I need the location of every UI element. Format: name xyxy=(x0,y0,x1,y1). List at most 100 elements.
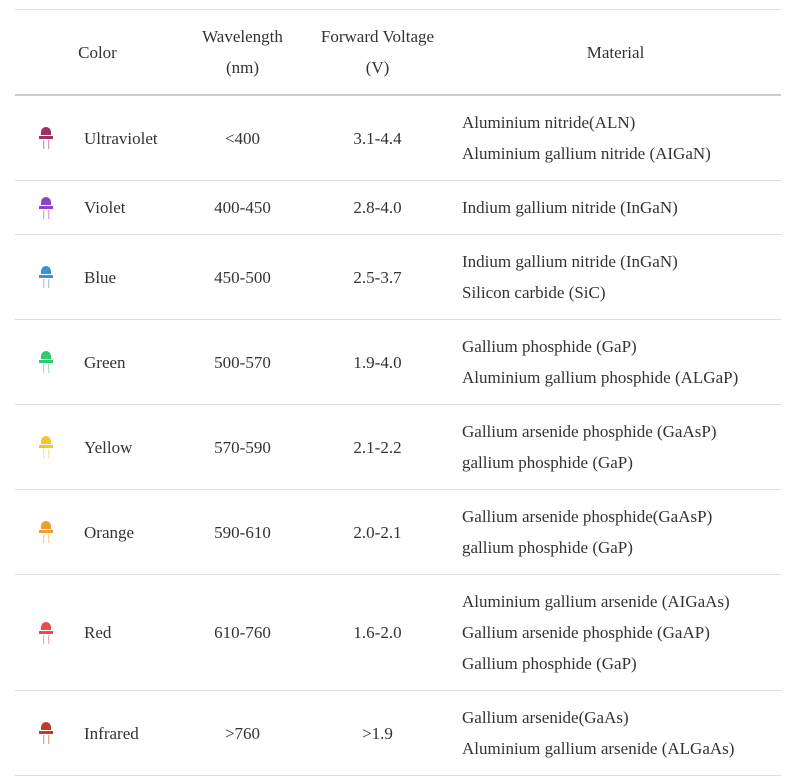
material-text: gallium phosphide (GaP) xyxy=(462,538,633,557)
material-text: Gallium arsenide phosphide (GaAP) xyxy=(462,623,710,642)
color-name: Green xyxy=(84,352,126,372)
voltage-cell: 2.1-2.2 xyxy=(305,404,450,490)
table-row: Ultraviolet <400 3.1-4.4 Aluminium nitride(… xyxy=(15,95,781,181)
led-leg xyxy=(48,140,50,149)
material-cell: Gallium arsenide phosphide(GaAsP) gallium… xyxy=(450,489,781,575)
led-icon xyxy=(39,521,53,543)
wavelength-cell: 500-570 xyxy=(180,319,305,405)
voltage-cell: 2.8-4.0 xyxy=(305,180,450,235)
led-band xyxy=(39,630,53,634)
color-wrap: Violet xyxy=(15,192,180,223)
color-cell: Violet xyxy=(15,180,180,235)
color-name: Violet xyxy=(84,198,126,217)
color-wrap: Yellow xyxy=(15,432,180,463)
material-text: Indium gallium nitride (InGaN) xyxy=(462,252,678,271)
color-name: Blue xyxy=(84,267,117,287)
led-leg xyxy=(48,634,50,644)
header-text: Color xyxy=(78,42,117,62)
led-leg xyxy=(48,279,50,288)
material-text: Gallium arsenide phosphide(GaAsP) xyxy=(462,507,713,526)
led-band xyxy=(39,275,53,278)
led-band xyxy=(39,136,53,139)
led-band xyxy=(39,530,53,533)
color-wrap: Orange xyxy=(15,517,180,548)
color-cell: Red xyxy=(15,574,180,691)
led-leg xyxy=(43,279,45,288)
led-icon xyxy=(39,127,53,149)
led-icon xyxy=(39,351,53,373)
color-wrap: Blue xyxy=(15,262,180,293)
color-cell: Green xyxy=(15,319,180,405)
led-dome xyxy=(41,722,51,730)
material-text: Aluminium gallium arsenide (ALGaAs) xyxy=(462,739,735,758)
led-icon xyxy=(39,196,53,219)
color-cell: Orange xyxy=(15,489,180,575)
led-dome xyxy=(41,621,51,630)
color-name: Yellow xyxy=(84,437,133,457)
material-cell: Indium gallium nitride (InGaN) Silicon ca… xyxy=(450,234,781,320)
material-cell: Gallium arsenide phosphide (GaAsP) galliu… xyxy=(450,404,781,490)
voltage-cell: >1.9 xyxy=(305,690,450,776)
led-icon xyxy=(39,621,53,644)
voltage-cell: 1.6-2.0 xyxy=(305,574,450,691)
led-band xyxy=(39,731,53,734)
table-row: Blue 450-500 2.5-3.7 Indium gallium nitride… xyxy=(15,234,781,320)
header-text: Forward Voltage xyxy=(320,27,435,46)
header-text: Wavelength xyxy=(202,27,283,46)
header-cell: Material xyxy=(450,9,781,96)
color-wrap: Infrared xyxy=(15,718,180,749)
led-icon xyxy=(39,436,53,458)
led-dome xyxy=(41,266,51,274)
table-body: Ultraviolet <400 3.1-4.4 Aluminium nitride(… xyxy=(15,95,781,776)
wavelength-cell: 570-590 xyxy=(180,404,305,490)
material-text: Aluminium nitride(ALN) xyxy=(462,113,636,132)
color-cell: Infrared xyxy=(15,690,180,776)
material-cell: Gallium phosphide (GaP) Aluminium gallium… xyxy=(450,319,781,405)
header-cell: Color xyxy=(15,9,180,96)
led-leg xyxy=(43,140,45,149)
voltage-cell: 3.1-4.4 xyxy=(305,95,450,181)
header-text: Material xyxy=(586,42,645,62)
header-cell: Wavelength (nm) xyxy=(180,9,305,96)
wavelength-cell: 610-760 xyxy=(180,574,305,691)
led-icon xyxy=(39,266,53,288)
color-name: Orange xyxy=(84,522,135,542)
color-wrap: Red xyxy=(15,617,180,648)
led-band xyxy=(39,360,53,363)
led-dome xyxy=(41,127,51,135)
led-table: Color Wavelength (nm) Forward Voltage (V) Mat… xyxy=(15,9,781,776)
color-wrap: Ultraviolet xyxy=(15,123,180,154)
voltage-cell: 2.0-2.1 xyxy=(305,489,450,575)
color-cell: Yellow xyxy=(15,404,180,490)
table-row: Orange 590-610 2.0-2.1 Gallium arsenide pho… xyxy=(15,489,781,575)
wavelength-cell: 590-610 xyxy=(180,489,305,575)
table-row: Yellow 570-590 2.1-2.2 Gallium arsenide pho… xyxy=(15,404,781,490)
voltage-cell: 2.5-3.7 xyxy=(305,234,450,320)
color-wrap: Green xyxy=(15,347,180,378)
material-cell: Aluminium nitride(ALN) Aluminium gallium … xyxy=(450,95,781,181)
color-name: Infrared xyxy=(84,723,139,743)
led-dome xyxy=(41,351,51,359)
header-row: Color Wavelength (nm) Forward Voltage (V) Mat… xyxy=(15,9,781,96)
table-row: Green 500-570 1.9-4.0 Gallium phosphide (Ga… xyxy=(15,319,781,405)
wavelength-cell: >760 xyxy=(180,690,305,776)
wavelength-cell: 400-450 xyxy=(180,180,305,235)
header-text: (nm) xyxy=(225,58,260,77)
material-text: Aluminium gallium nitride (AIGaN) xyxy=(462,144,711,163)
material-cell: Gallium arsenide(GaAs) Aluminium gallium … xyxy=(450,690,781,776)
color-name: Ultraviolet xyxy=(84,128,158,148)
wavelength-cell: <400 xyxy=(180,95,305,181)
led-leg xyxy=(48,209,50,219)
led-leg xyxy=(43,534,45,543)
table-row: Red 610-760 1.6-2.0 Aluminium gallium arsen… xyxy=(15,574,781,691)
led-band xyxy=(39,445,53,448)
led-leg xyxy=(48,534,50,543)
color-cell: Ultraviolet xyxy=(15,95,180,181)
color-cell: Blue xyxy=(15,234,180,320)
led-leg xyxy=(43,449,45,458)
led-dome xyxy=(41,196,51,205)
led-icon xyxy=(39,722,53,744)
led-leg xyxy=(48,449,50,458)
voltage-cell: 1.9-4.0 xyxy=(305,319,450,405)
